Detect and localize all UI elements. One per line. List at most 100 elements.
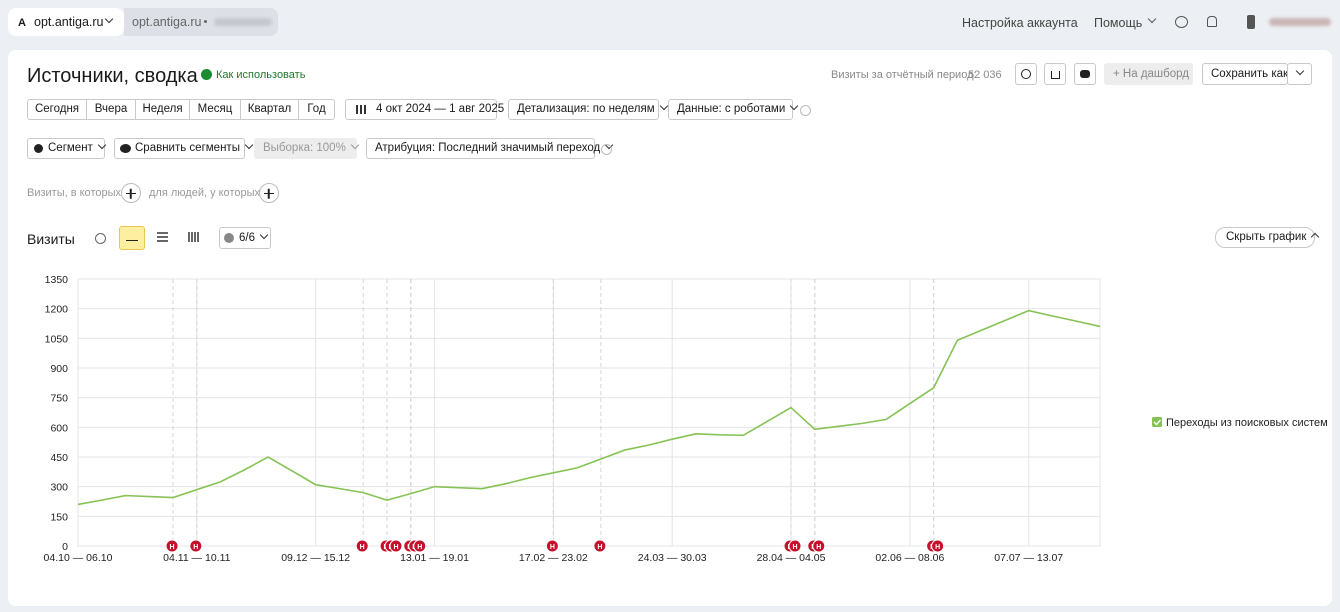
tab-label: opt.antiga.ru bbox=[132, 15, 202, 29]
compare-label: Сравнить сегменты bbox=[135, 142, 240, 154]
add-condition[interactable] bbox=[259, 183, 279, 203]
legend-check bbox=[1153, 419, 1162, 426]
series-select[interactable]: 6/6 bbox=[219, 227, 271, 249]
report-title: Источники, сводка bbox=[27, 65, 198, 87]
annotation-marker bbox=[389, 539, 403, 553]
data-select[interactable]: Данные: с роботами bbox=[668, 99, 799, 120]
date-range[interactable]: 4 окт 2024 — 1 авг 2025 bbox=[345, 99, 504, 120]
history-button[interactable] bbox=[1015, 63, 1037, 85]
sample-label: Выборка: 100% bbox=[263, 142, 346, 154]
chat-icon[interactable] bbox=[1175, 16, 1188, 28]
annotation-label: Н bbox=[417, 544, 422, 551]
to-dashboard-label: На дашборд bbox=[1122, 68, 1189, 80]
attribution-select[interactable]: Атрибуция: Последний значимый переход bbox=[366, 138, 614, 159]
help-icon[interactable] bbox=[601, 144, 612, 155]
legend-label: Переходы из поисковых систем bbox=[1166, 417, 1328, 429]
y-tick-label: 1350 bbox=[45, 274, 69, 286]
annotation-marker bbox=[593, 539, 607, 553]
visits-label: Визиты за отчётный период: bbox=[831, 69, 977, 81]
preset[interactable]: Неделя bbox=[136, 100, 190, 120]
attribution-label: Атрибуция: Последний значимый переход bbox=[375, 142, 601, 154]
annotation-marker bbox=[413, 539, 427, 553]
preset[interactable]: Год bbox=[307, 103, 326, 115]
y-tick-label: 0 bbox=[62, 541, 68, 553]
area-view[interactable] bbox=[157, 232, 168, 242]
sample-button[interactable]: Выборка: 100% bbox=[254, 138, 360, 159]
tab-label: opt.antiga.ru bbox=[34, 15, 104, 29]
tab[interactable]: opt.antiga.ru bbox=[124, 8, 278, 36]
data-label: Данные: с роботами bbox=[677, 103, 786, 115]
annotation-label: Н bbox=[360, 544, 365, 551]
save-as[interactable]: Сохранить как bbox=[1202, 63, 1288, 85]
x-tick-label: 13.01 — 19.01 bbox=[400, 552, 469, 564]
x-tick-label: 04.10 — 06.10 bbox=[44, 552, 113, 564]
annotation-marker bbox=[355, 539, 369, 553]
x-tick-label: 04.11 — 10.11 bbox=[163, 552, 230, 564]
export-button[interactable] bbox=[1044, 63, 1066, 85]
series-count: 6/6 bbox=[239, 232, 255, 244]
account-settings[interactable]: Настройка аккаунта bbox=[962, 16, 1078, 30]
annotation-marker bbox=[812, 539, 826, 553]
y-tick-label: 300 bbox=[50, 482, 68, 494]
annotation-label: Н bbox=[393, 544, 398, 551]
save-menu[interactable] bbox=[1287, 63, 1312, 85]
dot bbox=[204, 20, 207, 23]
annotation-label: Н bbox=[935, 544, 940, 551]
date-range-label: 4 окт 2024 — 1 авг 2025 bbox=[376, 103, 505, 115]
preset[interactable]: Сегодня bbox=[28, 100, 87, 120]
help-icon[interactable] bbox=[800, 105, 811, 116]
help[interactable]: Помощь bbox=[1094, 16, 1143, 30]
pie-view[interactable] bbox=[95, 233, 106, 244]
how-to-use[interactable]: Как использовать bbox=[216, 69, 306, 81]
annotation-marker bbox=[189, 539, 203, 553]
legend-swatch bbox=[1152, 417, 1162, 427]
annotation-label: Н bbox=[816, 544, 821, 551]
info-icon bbox=[201, 69, 212, 80]
x-tick-label: 07.07 — 13.07 bbox=[994, 552, 1063, 564]
visits-total: 52 036 bbox=[968, 69, 1002, 81]
compare-button[interactable]: Сравнить сегменты bbox=[114, 138, 254, 159]
line-view[interactable] bbox=[119, 226, 145, 250]
segment-button[interactable]: Сегмент bbox=[27, 138, 107, 159]
annotation-marker bbox=[788, 539, 802, 553]
annotation-marker bbox=[931, 539, 945, 553]
save-as-label: Сохранить как bbox=[1211, 68, 1289, 80]
bell-icon[interactable] bbox=[1207, 16, 1217, 27]
preset[interactable]: Вчера bbox=[87, 100, 136, 120]
preset[interactable]: Месяц bbox=[190, 100, 241, 120]
share-button[interactable] bbox=[1074, 63, 1096, 85]
avatar[interactable] bbox=[1247, 15, 1255, 29]
chevron bbox=[1147, 14, 1157, 24]
blurred-text bbox=[214, 18, 272, 26]
add-condition[interactable] bbox=[121, 183, 141, 203]
bar-view[interactable] bbox=[188, 232, 199, 242]
preset[interactable]: Квартал bbox=[241, 100, 299, 120]
period-presets: Сегодня Вчера Неделя Месяц Квартал Год bbox=[27, 99, 335, 120]
annotation-label: Н bbox=[170, 544, 175, 551]
detail-label: Детализация: по неделям bbox=[517, 103, 655, 115]
tab-icon: A bbox=[18, 17, 26, 29]
visits-where: Визиты, в которых bbox=[27, 187, 121, 199]
y-tick-label: 150 bbox=[50, 511, 68, 523]
hide-chart[interactable]: Скрыть график bbox=[1215, 227, 1320, 248]
y-tick-label: 900 bbox=[50, 363, 68, 375]
annotation-label: Н bbox=[550, 544, 555, 551]
annotation-marker bbox=[165, 539, 179, 553]
tab-active[interactable]: A opt.antiga.ru bbox=[8, 8, 124, 36]
x-tick-label: 17.02 — 23.02 bbox=[519, 552, 588, 564]
y-tick-label: 750 bbox=[50, 393, 68, 405]
series-line bbox=[77, 309, 1101, 506]
to-dashboard[interactable]: + На дашборд bbox=[1104, 63, 1193, 85]
x-tick-label: 28.04 — 04.05 bbox=[757, 552, 826, 564]
annotation-label: Н bbox=[193, 544, 198, 551]
detail-select[interactable]: Детализация: по неделям bbox=[508, 99, 668, 120]
y-tick-label: 600 bbox=[50, 422, 68, 434]
segment-label: Сегмент bbox=[48, 142, 93, 154]
blurred-user bbox=[1269, 18, 1331, 26]
people-where: для людей, у которых bbox=[149, 187, 260, 199]
chart-title: Визиты bbox=[27, 231, 75, 247]
chart: 0 150 300 450 600 750 900 1050 1200 1350 04.10 — 0… bbox=[44, 274, 1328, 564]
y-tick-label: 450 bbox=[50, 452, 68, 464]
y-tick-label: 1200 bbox=[45, 304, 69, 316]
